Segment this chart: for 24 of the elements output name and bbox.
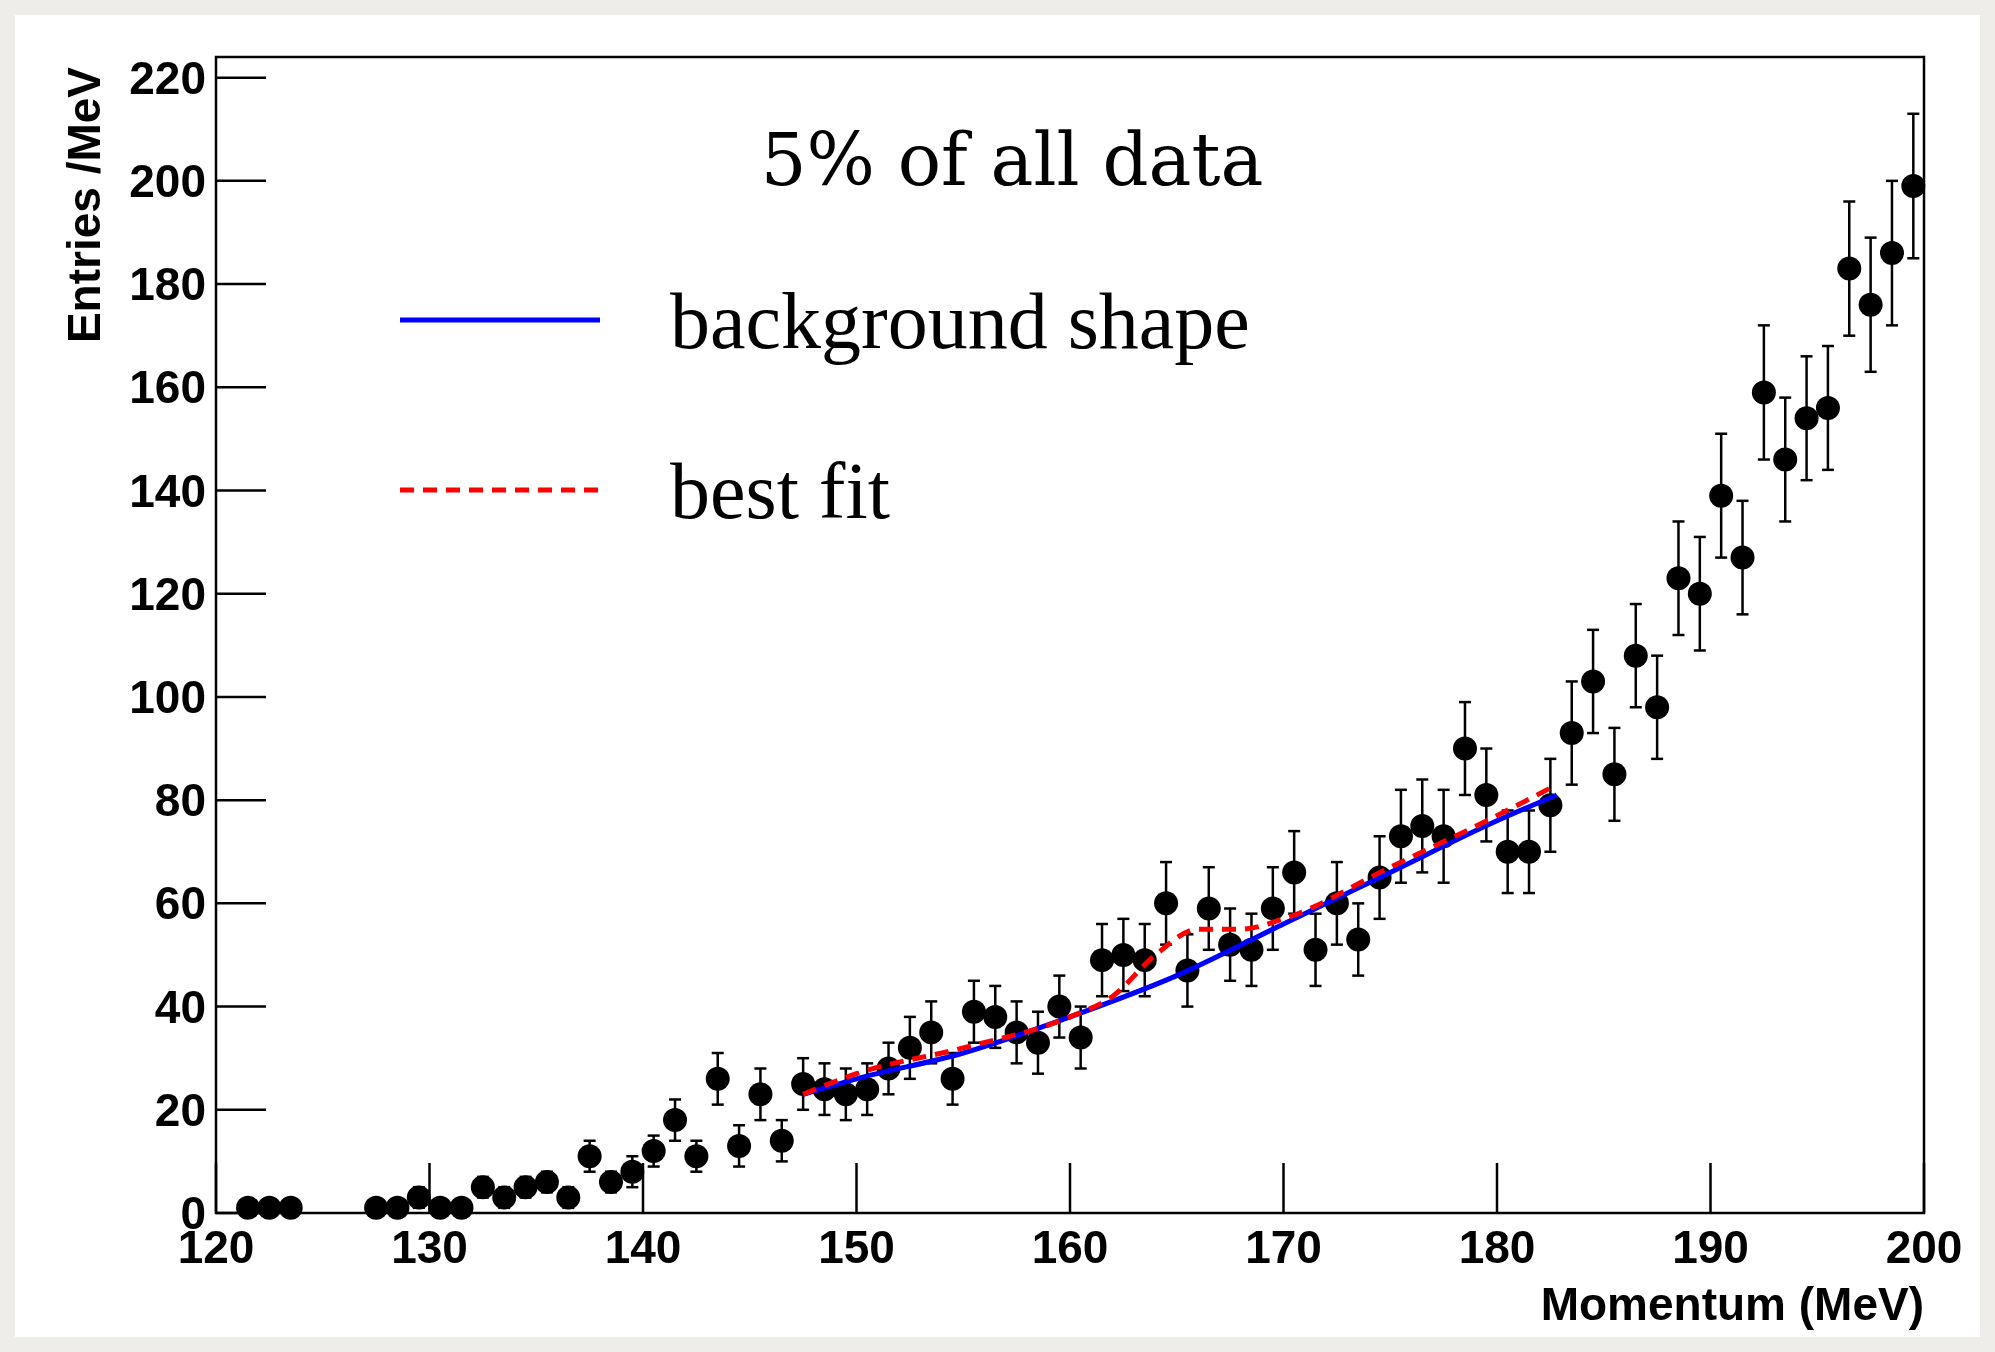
x-tick-label: 170	[1245, 1221, 1322, 1273]
y-tick-label: 160	[129, 361, 206, 414]
x-tick-label: 140	[604, 1221, 682, 1273]
x-axis-title: Momentum (MeV)	[1540, 1278, 1924, 1330]
y-tick-label: 140	[129, 464, 206, 517]
annotation: 5% of all data	[760, 118, 1264, 202]
y-tick-label: 220	[129, 51, 206, 104]
y-tick-label: 40	[154, 980, 206, 1033]
x-tick-label: 180	[1458, 1221, 1536, 1273]
x-tick-label: 130	[391, 1221, 468, 1273]
y-tick-label: 100	[129, 671, 206, 724]
y-tick-label: 200	[129, 154, 206, 207]
x-tick-label: 190	[1672, 1221, 1749, 1273]
y-tick-label: 20	[154, 1083, 206, 1136]
x-tick-label: 200	[1885, 1221, 1963, 1273]
y-tick-label: 120	[129, 567, 206, 620]
x-tick-label: 150	[818, 1221, 895, 1273]
legend-label: background shape	[670, 277, 1250, 365]
y-tick-label: 80	[154, 774, 206, 827]
legend-label: best fit	[670, 447, 890, 535]
y-tick-label: 60	[154, 877, 206, 930]
y-tick-label: 180	[129, 258, 206, 311]
y-axis-title: Entries /MeV	[58, 66, 110, 344]
x-tick-label: 160	[1031, 1221, 1109, 1273]
